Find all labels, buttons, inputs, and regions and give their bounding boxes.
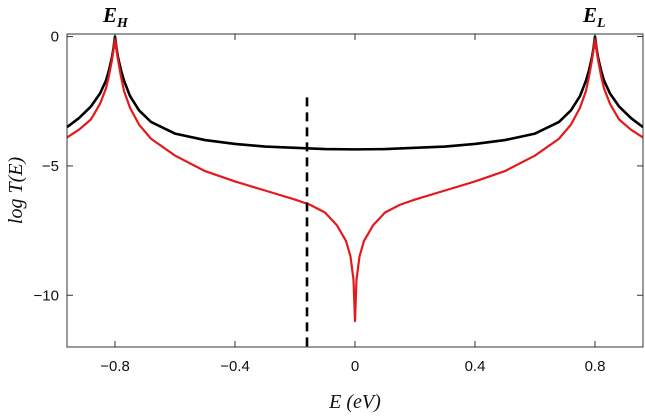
peak-annotations: EH EL — [102, 3, 606, 31]
x-tick-label: 0 — [351, 358, 359, 375]
y-tick-label: −10 — [34, 287, 59, 304]
x-tick-label: 0.8 — [585, 358, 606, 375]
x-axis-label: E (eV) — [328, 391, 381, 413]
y-axis-label: log T(E) — [5, 157, 27, 225]
y-tick-label: 0 — [51, 29, 59, 46]
x-tick-label: −0.8 — [100, 358, 130, 375]
plot-area — [66, 35, 644, 347]
y-tick-label: −5 — [42, 158, 59, 175]
x-tick-label: 0.4 — [465, 358, 486, 375]
peak-label-l: EL — [582, 3, 606, 31]
x-tick-label: −0.4 — [220, 358, 250, 375]
axis-ticks: −0.8 −0.4 0 0.4 0.8 0 −5 −10 — [34, 29, 643, 375]
peak-label-h: EH — [102, 3, 129, 31]
series-line-2 — [66, 38, 644, 323]
